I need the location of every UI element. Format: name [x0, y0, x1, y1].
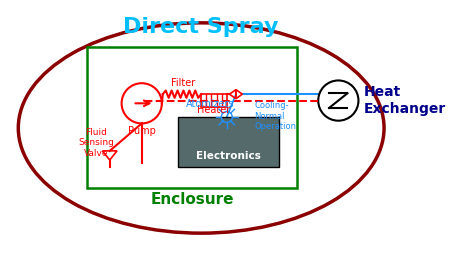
Text: Pump: Pump: [128, 126, 156, 136]
Text: Direct Spray: Direct Spray: [123, 17, 279, 37]
Text: Enclosure: Enclosure: [150, 192, 234, 207]
Text: Heater: Heater: [198, 105, 231, 115]
Text: Fluid
Sensing
Valve: Fluid Sensing Valve: [78, 128, 114, 157]
Text: Electronics: Electronics: [196, 151, 261, 161]
Text: Heat
Exchanger: Heat Exchanger: [364, 86, 446, 116]
Text: Cooling-
Normal
Operation: Cooling- Normal Operation: [254, 101, 296, 131]
Bar: [201, 94, 227, 107]
Text: Filter: Filter: [171, 78, 195, 88]
Bar: [178, 117, 279, 167]
Bar: [87, 47, 297, 188]
Text: Atomizers: Atomizers: [186, 99, 235, 109]
